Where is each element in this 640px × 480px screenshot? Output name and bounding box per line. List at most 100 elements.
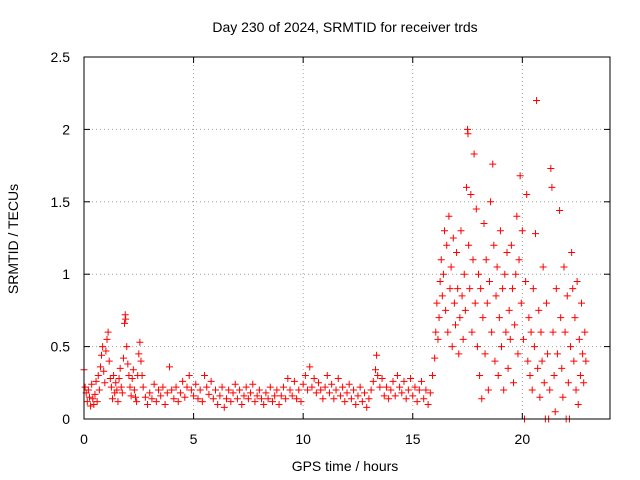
data-point bbox=[472, 205, 480, 213]
data-point bbox=[89, 395, 97, 403]
data-point bbox=[494, 372, 502, 380]
data-point bbox=[479, 314, 487, 322]
data-point bbox=[499, 285, 507, 293]
data-point bbox=[141, 393, 149, 401]
data-point bbox=[150, 380, 158, 388]
data-point bbox=[297, 398, 305, 406]
data-point bbox=[483, 299, 491, 307]
data-point bbox=[519, 335, 527, 343]
data-point bbox=[404, 386, 412, 394]
y-tick-label: 0.5 bbox=[51, 339, 71, 355]
data-point bbox=[556, 206, 564, 214]
data-point bbox=[176, 389, 184, 397]
data-point bbox=[436, 277, 444, 285]
data-point bbox=[105, 357, 113, 365]
data-point bbox=[96, 363, 104, 371]
data-point bbox=[181, 393, 189, 401]
data-point bbox=[530, 343, 538, 351]
data-point bbox=[469, 256, 477, 264]
data-point bbox=[94, 372, 102, 380]
data-point bbox=[468, 328, 476, 336]
data-point bbox=[500, 386, 508, 394]
data-point bbox=[100, 367, 108, 375]
data-point bbox=[244, 395, 252, 403]
data-point bbox=[343, 389, 351, 397]
data-point bbox=[129, 366, 137, 374]
data-point bbox=[451, 321, 459, 329]
data-point bbox=[126, 383, 134, 391]
data-point bbox=[196, 386, 204, 394]
data-point bbox=[444, 328, 452, 336]
data-point bbox=[233, 395, 241, 403]
data-point bbox=[114, 398, 122, 406]
data-point bbox=[433, 299, 441, 307]
data-point bbox=[136, 338, 144, 346]
data-point bbox=[128, 374, 136, 382]
data-point bbox=[334, 374, 342, 382]
data-point bbox=[98, 351, 106, 359]
data-point bbox=[295, 386, 303, 394]
data-point bbox=[104, 328, 112, 336]
data-point bbox=[115, 374, 123, 382]
data-point bbox=[580, 379, 588, 387]
data-point bbox=[279, 383, 287, 391]
data-point bbox=[422, 386, 430, 394]
data-point bbox=[174, 398, 182, 406]
data-point bbox=[523, 191, 531, 199]
data-point bbox=[504, 364, 512, 372]
data-point bbox=[122, 315, 130, 323]
data-point bbox=[163, 389, 171, 397]
data-point bbox=[301, 372, 309, 380]
data-point bbox=[437, 256, 445, 264]
data-point bbox=[323, 372, 331, 380]
data-point bbox=[361, 389, 369, 397]
data-point bbox=[567, 343, 575, 351]
data-point bbox=[438, 292, 446, 300]
data-point bbox=[578, 299, 586, 307]
data-point bbox=[157, 392, 165, 400]
data-point bbox=[101, 379, 109, 387]
data-point bbox=[443, 241, 451, 249]
data-point bbox=[376, 383, 384, 391]
data-point bbox=[582, 357, 590, 365]
data-point bbox=[165, 363, 173, 371]
data-point bbox=[385, 395, 393, 403]
data-point bbox=[293, 395, 301, 403]
data-point bbox=[571, 314, 579, 322]
data-point bbox=[95, 386, 103, 394]
data-point bbox=[155, 386, 163, 394]
data-point bbox=[365, 395, 373, 403]
data-point bbox=[352, 401, 360, 409]
data-point bbox=[92, 377, 100, 385]
data-point bbox=[132, 393, 140, 401]
data-point bbox=[400, 377, 408, 385]
data-point bbox=[515, 256, 523, 264]
data-point bbox=[83, 398, 91, 406]
data-point bbox=[471, 299, 479, 307]
data-point bbox=[415, 386, 423, 394]
data-point bbox=[218, 383, 226, 391]
data-point bbox=[258, 395, 266, 403]
data-point bbox=[236, 386, 244, 394]
data-point bbox=[102, 347, 110, 355]
data-point bbox=[183, 383, 191, 391]
data-point bbox=[481, 350, 489, 358]
data-point bbox=[262, 389, 270, 397]
data-point bbox=[253, 392, 261, 400]
data-point bbox=[465, 241, 473, 249]
data-point bbox=[407, 374, 415, 382]
data-point bbox=[222, 395, 230, 403]
data-point bbox=[369, 377, 377, 385]
data-point bbox=[428, 372, 436, 380]
data-point bbox=[498, 343, 506, 351]
data-point bbox=[264, 395, 272, 403]
data-point bbox=[413, 398, 421, 406]
data-point bbox=[119, 354, 127, 362]
data-point bbox=[460, 270, 468, 278]
data-point bbox=[81, 383, 89, 391]
data-point bbox=[484, 386, 492, 394]
data-point bbox=[240, 392, 248, 400]
data-point bbox=[198, 398, 206, 406]
data-point bbox=[242, 383, 250, 391]
data-point bbox=[113, 386, 121, 394]
